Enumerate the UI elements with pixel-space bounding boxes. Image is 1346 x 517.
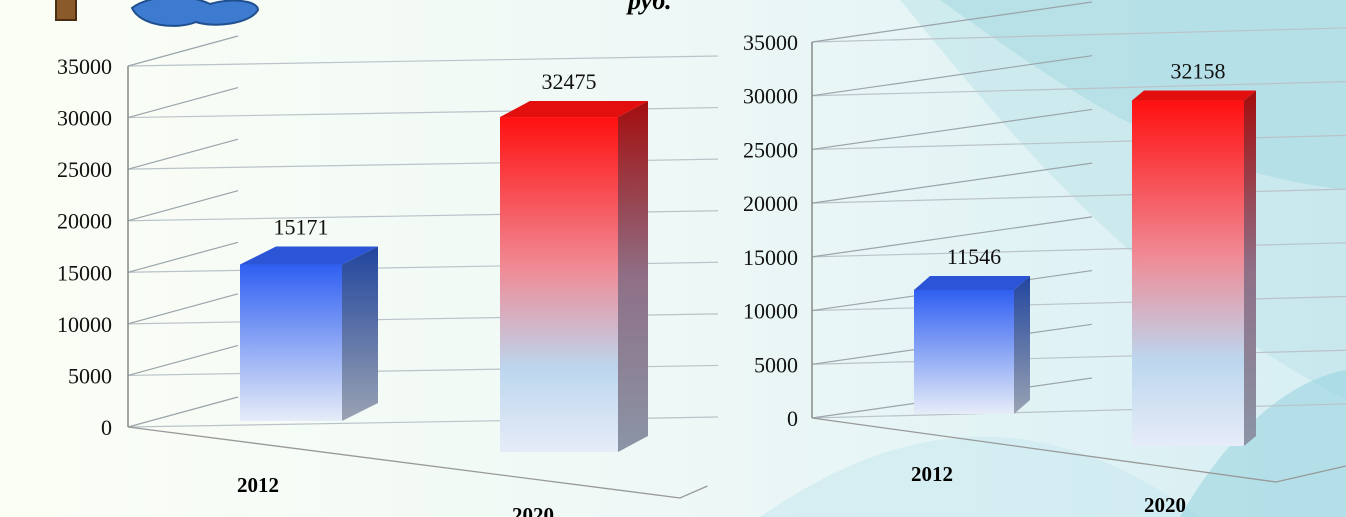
gridline — [811, 27, 1346, 43]
data-label: 15171 — [274, 215, 329, 240]
y-tick-label: 5000 — [68, 363, 112, 388]
gridline-side — [127, 35, 239, 67]
y-tick-label: 25000 — [57, 157, 112, 182]
bar-2020 — [1132, 90, 1256, 447]
decorative-clipart — [55, 0, 260, 27]
gridline — [811, 188, 1346, 204]
bar-side — [618, 101, 648, 452]
gridline-side — [127, 138, 239, 170]
x-category-label: 2012 — [911, 462, 953, 486]
gridline-side — [127, 344, 239, 377]
floor-line — [811, 417, 1346, 483]
y-tick-label: 20000 — [743, 191, 798, 216]
gridline-side — [127, 190, 239, 222]
gridline — [127, 55, 719, 67]
y-tick-label: 35000 — [743, 30, 798, 55]
x-category-label: 2020 — [512, 503, 554, 517]
y-tick-label: 5000 — [754, 352, 798, 377]
gridline-side — [127, 293, 239, 325]
gridline — [811, 403, 1346, 419]
gridline-side — [127, 241, 239, 273]
bar-front — [240, 264, 342, 421]
bar-side — [1244, 90, 1256, 447]
bar-front — [1132, 100, 1244, 447]
bar-front — [500, 117, 618, 452]
bar-top — [1132, 90, 1256, 101]
data-label: 11546 — [947, 244, 1001, 269]
y-tick-label: 20000 — [57, 209, 112, 234]
gridline — [811, 349, 1346, 365]
bar-2012 — [240, 246, 378, 421]
bar-top — [914, 275, 1030, 290]
data-label: 32475 — [542, 69, 597, 94]
y-tick-label: 10000 — [57, 312, 112, 337]
bar-side — [1014, 275, 1030, 414]
gridline-side — [127, 86, 239, 119]
gridline-side — [811, 216, 1093, 258]
gridline-side — [811, 108, 1093, 151]
gridline-side — [811, 162, 1093, 204]
gridline — [811, 81, 1346, 97]
x-category-label: 2020 — [1144, 493, 1186, 517]
gridline — [811, 295, 1346, 312]
bar-top — [500, 101, 648, 118]
y-tick-label: 25000 — [743, 137, 798, 162]
y-tick-label: 0 — [787, 406, 798, 431]
gridline — [811, 134, 1346, 151]
floor-line — [127, 426, 708, 499]
gridline — [811, 242, 1346, 258]
y-tick-label: 30000 — [743, 84, 798, 109]
y-tick-label: 0 — [101, 415, 112, 440]
y-tick-label: 15000 — [57, 260, 112, 285]
gridline-side — [811, 55, 1093, 97]
bar-front — [914, 289, 1014, 414]
y-tick-label: 30000 — [57, 106, 112, 131]
x-category-label: 2012 — [237, 473, 279, 497]
bar-2012 — [914, 275, 1030, 414]
gridline-side — [811, 1, 1093, 43]
bar-2020 — [500, 101, 648, 452]
y-tick-label: 35000 — [57, 54, 112, 79]
y-tick-label: 10000 — [743, 299, 798, 324]
unit-label: руб. — [628, 0, 672, 15]
bar-top — [240, 246, 378, 265]
data-label: 32158 — [1171, 59, 1226, 84]
y-tick-label: 15000 — [743, 245, 798, 270]
bar-side — [342, 246, 378, 421]
gridline-side — [127, 396, 239, 428]
